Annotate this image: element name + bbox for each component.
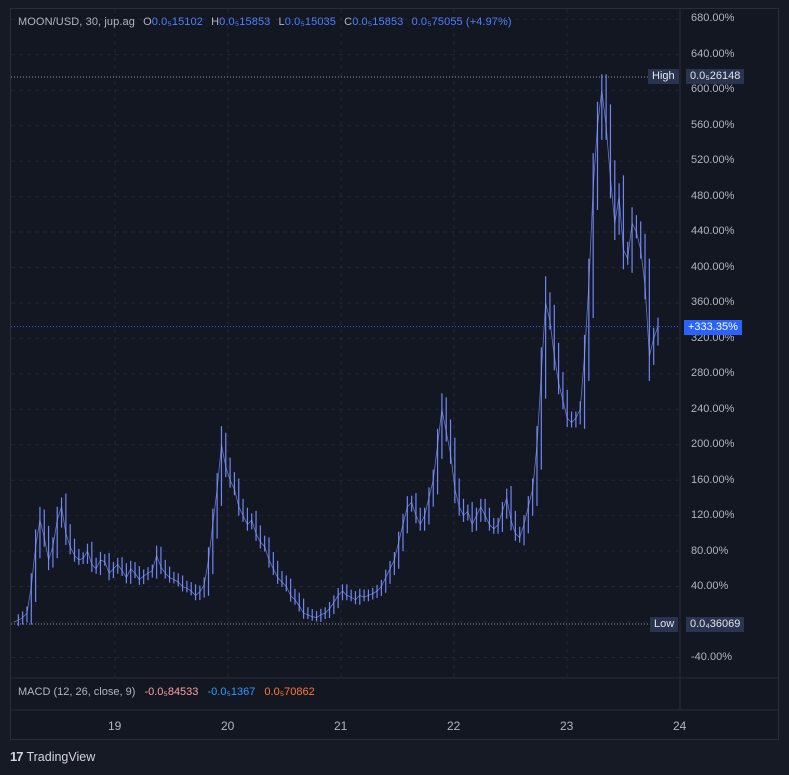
legend-high-value: 0.0₅15853 [219, 16, 271, 28]
legend-high-key: H [211, 16, 220, 28]
time-axis-label: 22 [447, 719, 461, 733]
legend-low-key: L [278, 16, 285, 28]
price-axis-label: 320.00% [691, 332, 735, 344]
legend-change-value: 0.0₅75055 (+4.97%) [411, 16, 512, 28]
legend-open-key: O [143, 16, 152, 28]
price-axis-label: 40.00% [691, 580, 729, 592]
price-axis-label: 280.00% [691, 367, 735, 379]
legend-open-value: 0.0₅15102 [151, 16, 203, 28]
macd-legend[interactable]: MACD (12, 26, close, 9) -0.0₅84533 -0.0₅… [18, 686, 315, 698]
price-axis-label: 480.00% [691, 190, 735, 202]
price-axis-label: 440.00% [691, 225, 735, 237]
high-value-tag: 0.0₅26148 [686, 69, 745, 84]
price-axis-label: 640.00% [691, 48, 735, 60]
tradingview-name: TradingView [26, 750, 96, 764]
high-label-tag: High [648, 69, 679, 84]
time-axis-label: 21 [334, 719, 348, 733]
low-label-tag: Low [650, 617, 679, 632]
price-axis-label: 600.00% [691, 83, 735, 95]
current-price-tag: +333.35% [684, 320, 742, 335]
price-axis-label: 520.00% [691, 154, 735, 166]
legend-close-key: C [344, 16, 353, 28]
macd-histogram-value: 0.0₅70862 [264, 686, 315, 698]
time-axis-label: 20 [221, 719, 235, 733]
tradingview-logo-icon: 17 [10, 749, 24, 764]
legend-close-value: 0.0₅15853 [352, 16, 404, 28]
price-line [13, 90, 659, 623]
legend-low-value: 0.0₅15035 [284, 16, 336, 28]
macd-value: -0.0₅84533 [144, 686, 199, 698]
price-axis-label: 200.00% [691, 438, 735, 450]
macd-label: MACD (12, 26, close, 9) [18, 686, 136, 698]
price-axis-label: 240.00% [691, 403, 735, 415]
time-axis-label: 24 [673, 719, 687, 733]
price-axis-label: -40.00% [691, 651, 732, 663]
price-axis-label: 400.00% [691, 261, 735, 273]
tradingview-branding[interactable]: 17 TradingView [10, 749, 95, 764]
time-axis-label: 23 [560, 719, 574, 733]
ohlc-legend: MOON/USD, 30, jup.ag O0.0₅15102 H0.0₅158… [18, 16, 512, 28]
time-axis-label: 19 [108, 719, 122, 733]
low-value-tag: 0.0₄36069 [686, 617, 745, 632]
price-axis-label: 120.00% [691, 509, 735, 521]
price-axis-label: 160.00% [691, 474, 735, 486]
legend-symbol[interactable]: MOON/USD, 30, jup.ag [18, 16, 135, 28]
price-axis-label: 560.00% [691, 119, 735, 131]
price-axis-label: 80.00% [691, 545, 729, 557]
macd-signal-value: -0.0₅1367 [207, 686, 256, 698]
price-axis-label: 680.00% [691, 12, 735, 24]
price-axis-label: 360.00% [691, 296, 735, 308]
